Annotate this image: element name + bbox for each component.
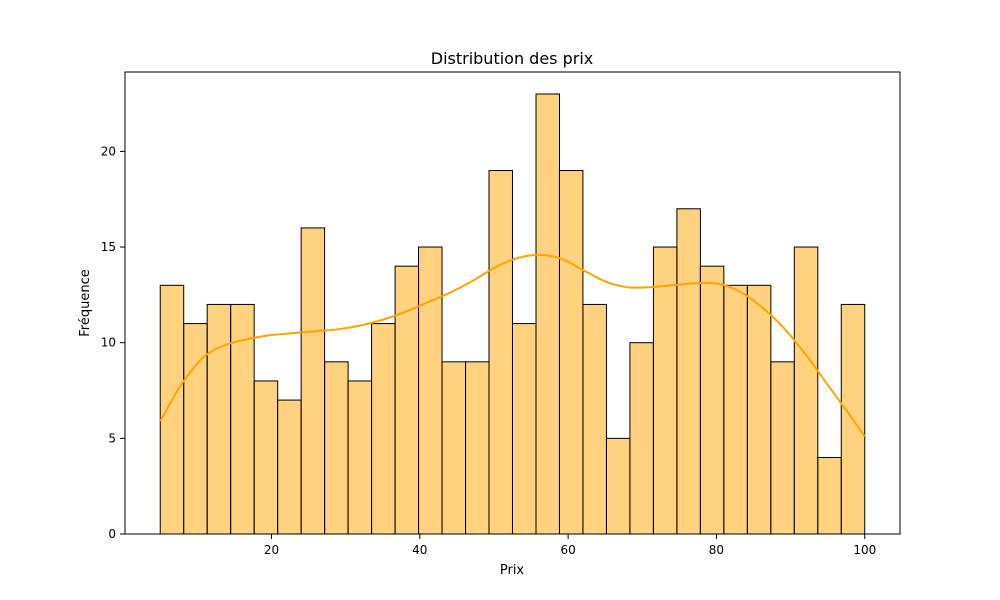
histogram-bar <box>535 93 560 535</box>
x-tick-label: 60 <box>560 543 575 557</box>
x-axis-label: Prix <box>500 563 525 578</box>
y-tick-label: 10 <box>101 336 116 350</box>
x-tick-label: 100 <box>853 543 876 557</box>
histogram-bar <box>746 284 772 535</box>
histogram-bar <box>206 303 232 535</box>
y-tick-label: 20 <box>101 144 116 158</box>
histogram-bar <box>253 380 279 535</box>
histogram-bar <box>770 361 795 535</box>
y-axis-label: Fréquence <box>78 269 93 336</box>
x-axis-ticks: 20 40 60 80 100 <box>264 534 876 557</box>
histogram-bar <box>558 170 584 535</box>
y-tick-label: 0 <box>108 527 116 541</box>
histogram-bar <box>394 265 420 535</box>
histogram-bar <box>300 227 326 535</box>
histogram-bar <box>629 342 654 535</box>
x-tick-label: 40 <box>412 543 427 557</box>
histogram-bar <box>699 265 725 535</box>
histogram-bar <box>793 246 819 535</box>
histogram-bar <box>159 284 185 535</box>
histogram-bar <box>347 380 373 535</box>
y-axis-ticks: 0 5 10 15 20 <box>101 144 125 541</box>
histogram-bar <box>277 399 302 535</box>
histogram-bar <box>488 170 513 535</box>
y-tick-label: 15 <box>101 240 116 254</box>
histogram-bar <box>183 323 208 535</box>
histogram-bar <box>723 284 748 535</box>
histogram-bar <box>441 361 467 535</box>
bars-group <box>159 93 866 535</box>
histogram-bar <box>676 208 701 535</box>
y-tick-label: 5 <box>108 431 116 445</box>
histogram-bar <box>582 303 607 535</box>
histogram-bar <box>324 361 349 535</box>
kde-curve <box>159 253 866 438</box>
plot-frame <box>124 71 901 535</box>
histogram-bar <box>605 437 631 535</box>
histogram-bar <box>817 456 842 535</box>
histogram-bar <box>512 323 537 535</box>
histogram-bar <box>371 323 396 535</box>
histogram-bar <box>652 246 678 535</box>
histogram-bar <box>465 361 490 535</box>
x-tick-label: 80 <box>709 543 724 557</box>
chart-title: Distribution des prix <box>431 49 594 68</box>
histogram-bar <box>418 246 443 535</box>
x-tick-label: 20 <box>264 543 279 557</box>
